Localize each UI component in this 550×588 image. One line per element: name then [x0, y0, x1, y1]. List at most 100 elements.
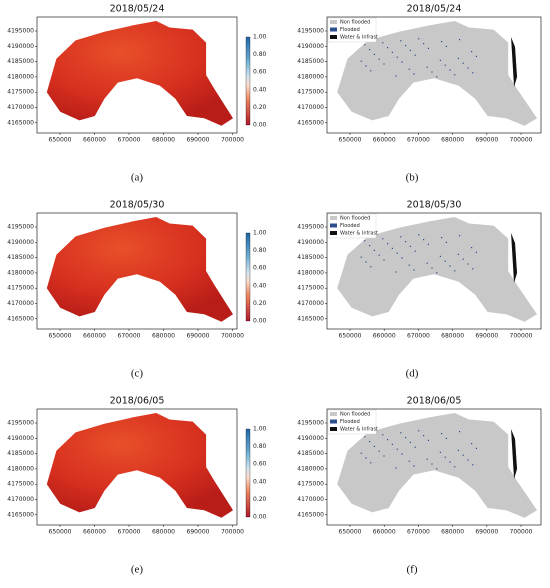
- map-area: [46, 413, 233, 518]
- water-strip: [511, 233, 518, 283]
- colorbar-tick-label: 0.60: [253, 69, 267, 76]
- x-tick-label: 660000: [83, 529, 106, 536]
- flooded-pixel: [387, 243, 389, 245]
- x-tick-label: 690000: [187, 137, 210, 144]
- colorbar-tick-label: 0.00: [253, 122, 267, 129]
- flooded-pixel: [360, 452, 362, 454]
- flooded-pixel: [459, 235, 461, 237]
- colorbar: [245, 36, 251, 126]
- x-tick-label: 680000: [152, 137, 175, 144]
- flooded-pixel: [391, 51, 393, 53]
- flooded-pixel: [418, 38, 420, 40]
- flooded-pixel: [400, 40, 402, 42]
- flooded-pixel: [418, 430, 420, 432]
- flooded-pixel: [457, 253, 459, 255]
- legend-swatch: [330, 20, 337, 24]
- flooded-pixel: [364, 44, 366, 46]
- x-tick-label: 650000: [49, 529, 72, 536]
- panel-caption: (b): [406, 172, 419, 184]
- x-tick-label: 650000: [49, 333, 72, 340]
- flooded-pixel: [449, 69, 451, 71]
- flooded-pixel: [441, 41, 443, 43]
- colorbar-tick-label: 0.20: [253, 300, 267, 307]
- y-tick-label: 4180000: [297, 465, 324, 472]
- x-tick-label: 690000: [475, 529, 498, 536]
- flooded-pixel: [395, 271, 397, 273]
- flooded-pixel: [471, 247, 473, 249]
- x-tick-label: 680000: [152, 529, 175, 536]
- flooded-pixel: [382, 42, 384, 44]
- x-tick-label: 700000: [221, 137, 244, 144]
- flooded-pixel: [373, 53, 375, 55]
- y-tick-label: 4195000: [297, 224, 324, 231]
- flooded-pixel: [467, 67, 469, 69]
- flooded-pixel: [467, 459, 469, 461]
- y-tick-label: 4170000: [297, 496, 324, 503]
- y-tick-label: 4170000: [297, 104, 324, 111]
- flooded-pixel: [413, 269, 415, 271]
- flooded-pixel: [441, 433, 443, 435]
- flooded-pixel: [387, 439, 389, 441]
- flooded-pixel: [445, 45, 447, 47]
- flooded-pixel: [426, 66, 428, 68]
- flooded-pixel: [449, 461, 451, 463]
- y-tick-label: 4195000: [7, 28, 34, 35]
- panel-caption: (e): [131, 564, 144, 576]
- flooded-pixel: [423, 239, 425, 241]
- flooded-pixel: [409, 441, 411, 443]
- flooded-pixel: [378, 58, 380, 60]
- y-tick-label: 4190000: [297, 43, 324, 50]
- flooded-pixel: [373, 445, 375, 447]
- legend-label: Flooded: [340, 27, 360, 33]
- flooded-pixel: [405, 45, 407, 47]
- flooded-pixel: [449, 265, 451, 267]
- x-tick-label: 660000: [373, 529, 396, 536]
- y-tick-label: 4175000: [297, 481, 324, 488]
- legend-swatch: [330, 223, 337, 228]
- flooded-pixel: [414, 54, 416, 56]
- flooded-pixel: [427, 47, 429, 49]
- flooded-pixel: [475, 447, 477, 449]
- flooded-pixel: [378, 254, 380, 256]
- flooded-pixel: [444, 64, 446, 66]
- flooded-pixel: [409, 49, 411, 51]
- y-tick-label: 4175000: [7, 89, 34, 96]
- legend-label: Non flooded: [340, 20, 370, 26]
- flooded-pixel: [475, 55, 477, 57]
- y-tick-label: 4165000: [7, 315, 34, 322]
- x-tick-label: 700000: [510, 529, 533, 536]
- flooded-pixel: [378, 450, 380, 452]
- y-tick-label: 4185000: [7, 450, 34, 457]
- flooded-pixel: [360, 256, 362, 258]
- y-tick-label: 4170000: [7, 496, 34, 503]
- y-tick-label: 4175000: [7, 285, 34, 292]
- y-tick-label: 4165000: [7, 119, 34, 126]
- flooded-pixel: [414, 250, 416, 252]
- panel-title: 2018/05/30: [407, 200, 462, 211]
- flooded-pixel: [400, 432, 402, 434]
- flooded-pixel: [383, 455, 385, 457]
- flooded-pixel: [387, 47, 389, 49]
- map-area: [46, 217, 233, 322]
- flooded-pixel: [369, 49, 371, 51]
- colorbar-tick-label: 0.00: [253, 318, 267, 325]
- y-tick-label: 4180000: [7, 269, 34, 276]
- flooded-pixel: [471, 51, 473, 53]
- y-tick-label: 4165000: [297, 511, 324, 518]
- y-tick-label: 4195000: [297, 28, 324, 35]
- flooded-pixel: [383, 63, 385, 65]
- x-tick-label: 670000: [407, 137, 430, 144]
- flooded-pixel: [472, 72, 474, 74]
- x-tick-label: 670000: [118, 333, 141, 340]
- x-tick-label: 670000: [118, 529, 141, 536]
- flooded-pixel: [423, 43, 425, 45]
- y-tick-label: 4190000: [297, 239, 324, 246]
- x-tick-label: 660000: [83, 137, 106, 144]
- flooded-pixel: [408, 460, 410, 462]
- y-tick-label: 4180000: [7, 73, 34, 80]
- flooded-pixel: [418, 234, 420, 236]
- colorbar-tick-label: 0.20: [253, 496, 267, 503]
- flooded-pixel: [426, 458, 428, 460]
- flooded-pixel: [373, 249, 375, 251]
